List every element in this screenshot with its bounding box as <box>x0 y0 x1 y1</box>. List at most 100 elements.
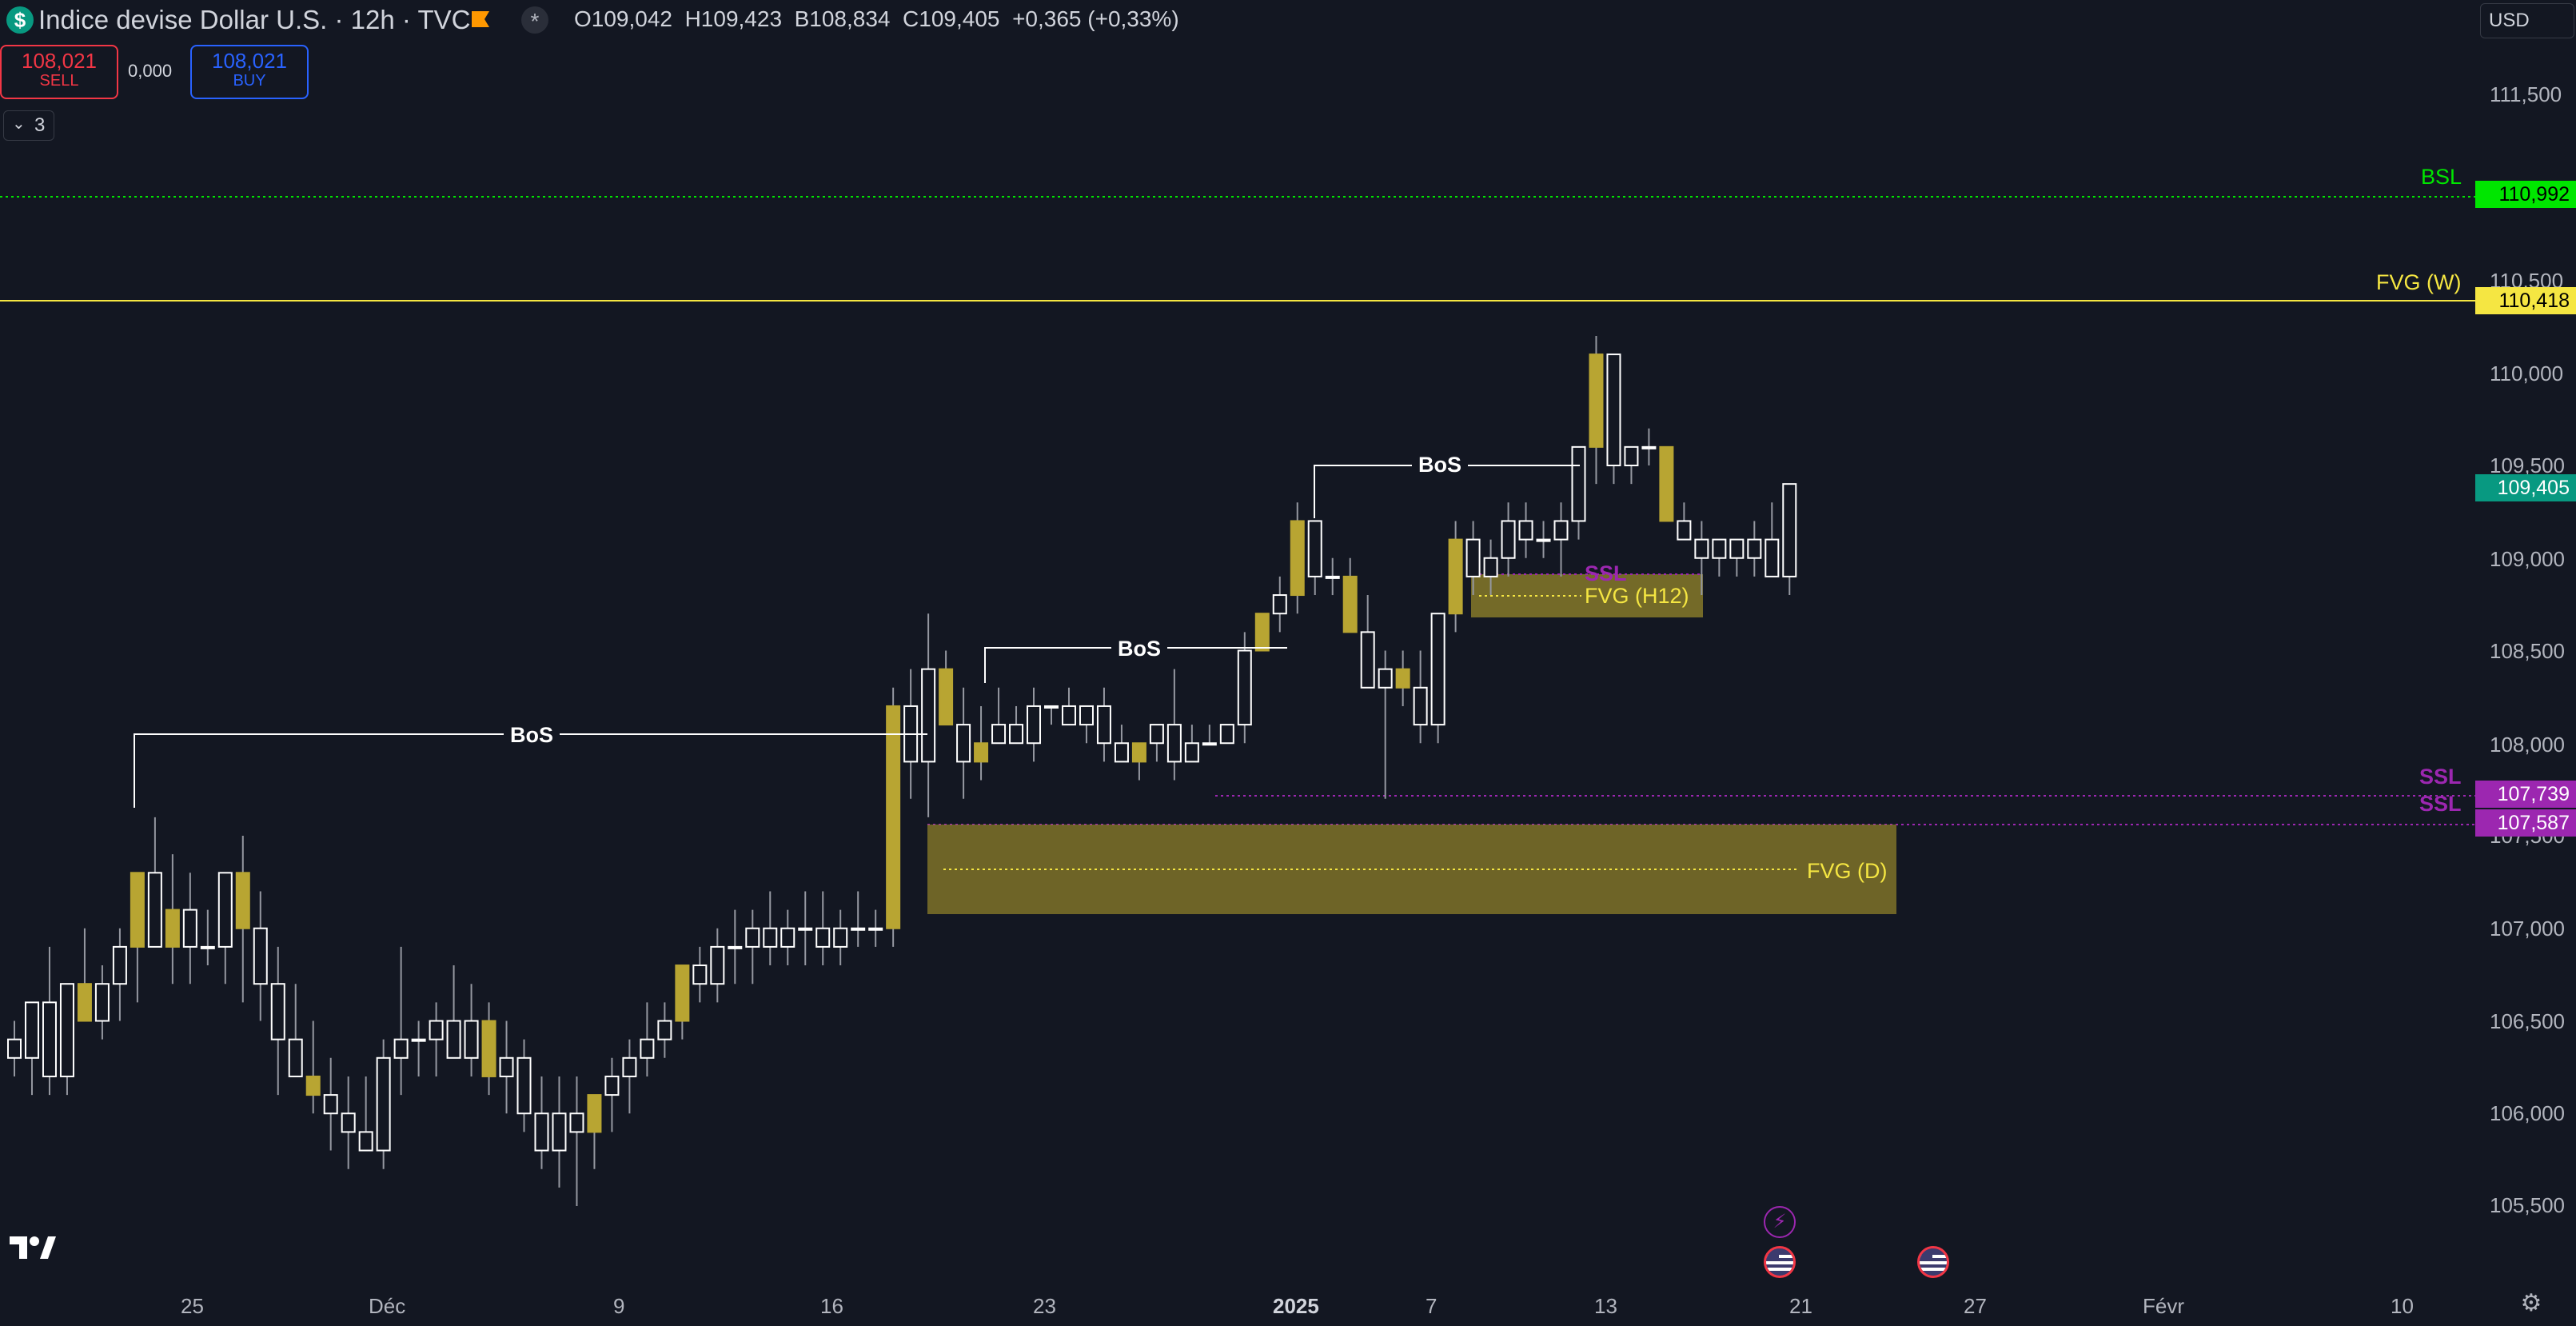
candle[interactable] <box>569 1076 584 1206</box>
candle[interactable] <box>499 1020 514 1114</box>
candle[interactable] <box>235 836 250 1003</box>
candle[interactable] <box>358 1076 373 1152</box>
candle[interactable] <box>305 1020 321 1114</box>
candle[interactable] <box>1465 521 1481 596</box>
candle[interactable] <box>1325 557 1340 596</box>
candle[interactable] <box>217 872 233 985</box>
candle[interactable] <box>1272 576 1287 633</box>
candle[interactable] <box>1114 725 1129 763</box>
candle[interactable] <box>59 983 74 1096</box>
tradingview-logo-icon[interactable] <box>8 1233 56 1262</box>
candle[interactable] <box>692 946 708 1003</box>
candle[interactable] <box>7 1020 22 1076</box>
candle[interactable] <box>288 984 303 1077</box>
candle[interactable] <box>1254 613 1270 652</box>
sell-button[interactable]: 108,021 SELL <box>0 45 118 99</box>
candle[interactable] <box>1747 521 1762 577</box>
candle[interactable] <box>94 965 110 1040</box>
candle[interactable] <box>1659 445 1674 522</box>
candle[interactable] <box>1079 705 1094 744</box>
candle[interactable] <box>165 854 180 985</box>
candle[interactable] <box>1765 502 1780 577</box>
candle[interactable] <box>1430 613 1446 744</box>
candle[interactable] <box>657 1002 672 1058</box>
candle[interactable] <box>833 909 848 966</box>
candle[interactable] <box>745 909 760 985</box>
candle[interactable] <box>1641 428 1657 465</box>
candle[interactable] <box>1518 502 1533 558</box>
candle[interactable] <box>1237 632 1252 744</box>
candle[interactable] <box>1729 538 1745 577</box>
indicators-toggle[interactable]: ⌄ 3 <box>3 110 54 141</box>
candle[interactable] <box>1553 502 1569 577</box>
us-flag-event-icon[interactable] <box>1917 1246 1949 1278</box>
candle[interactable] <box>1061 687 1076 726</box>
candle[interactable] <box>270 946 285 1096</box>
candle[interactable] <box>182 873 197 985</box>
candle[interactable] <box>42 946 57 1096</box>
candle[interactable] <box>1448 521 1463 633</box>
candle[interactable] <box>728 909 743 985</box>
candle[interactable] <box>552 1076 567 1188</box>
candle[interactable] <box>798 891 813 966</box>
candle[interactable] <box>446 965 461 1059</box>
candle[interactable] <box>24 1001 39 1096</box>
candle[interactable] <box>112 928 127 1021</box>
buy-button[interactable]: 108,021 BUY <box>190 45 309 99</box>
bos-3-line[interactable] <box>1314 465 1580 518</box>
candle[interactable] <box>534 1076 549 1169</box>
candle[interactable] <box>1606 353 1621 485</box>
candle[interactable] <box>587 1094 602 1169</box>
candle[interactable] <box>1202 725 1217 746</box>
candle[interactable] <box>77 928 92 1022</box>
candle[interactable] <box>1360 595 1375 689</box>
asterisk-icon[interactable]: * <box>521 6 548 34</box>
currency-selector[interactable]: USD <box>2480 3 2574 38</box>
candle[interactable] <box>464 984 479 1076</box>
candle[interactable] <box>675 965 690 1040</box>
candle[interactable] <box>130 872 145 1003</box>
candle[interactable] <box>780 909 796 966</box>
candle[interactable] <box>323 1057 338 1151</box>
candle[interactable] <box>1378 650 1393 799</box>
candle[interactable] <box>429 1002 444 1076</box>
gear-icon[interactable]: ⚙ <box>2520 1290 2542 1316</box>
candle[interactable] <box>886 687 901 947</box>
candle[interactable] <box>1027 687 1042 762</box>
candle[interactable] <box>411 1020 426 1076</box>
candle[interactable] <box>1413 650 1428 744</box>
flag-icon[interactable] <box>470 10 491 29</box>
candle[interactable] <box>1009 705 1024 745</box>
candle[interactable] <box>147 817 162 948</box>
candle[interactable] <box>1677 502 1692 541</box>
candle[interactable] <box>1219 724 1234 745</box>
candle[interactable] <box>710 928 725 1003</box>
candle[interactable] <box>200 909 215 966</box>
us-flag-event-icon[interactable] <box>1764 1246 1796 1278</box>
candle[interactable] <box>991 687 1007 745</box>
fvg-h12-zone[interactable] <box>1471 574 1703 617</box>
candle[interactable] <box>1184 725 1199 763</box>
candle[interactable] <box>1483 539 1498 596</box>
candle[interactable] <box>851 891 866 947</box>
candle[interactable] <box>1712 538 1727 577</box>
bos-1-line[interactable] <box>134 733 927 808</box>
candle[interactable] <box>1395 650 1410 706</box>
candle[interactable] <box>1307 520 1322 596</box>
candle[interactable] <box>622 1039 637 1114</box>
candle[interactable] <box>604 1057 620 1132</box>
candle[interactable] <box>868 909 883 947</box>
candle[interactable] <box>939 650 954 726</box>
candle[interactable] <box>393 946 409 1096</box>
candle[interactable] <box>1342 557 1358 633</box>
candle[interactable] <box>341 1076 356 1169</box>
candle[interactable] <box>1694 521 1709 596</box>
candle[interactable] <box>376 1039 391 1169</box>
candle[interactable] <box>1589 335 1604 485</box>
candle[interactable] <box>516 1039 532 1132</box>
candle[interactable] <box>1536 521 1551 558</box>
candle[interactable] <box>1782 483 1797 596</box>
candle[interactable] <box>1624 445 1639 485</box>
candle[interactable] <box>1149 724 1164 762</box>
